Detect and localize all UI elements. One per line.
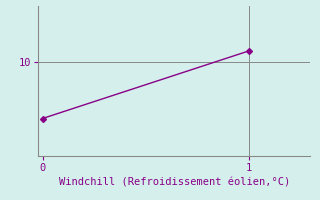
- X-axis label: Windchill (Refroidissement éolien,°C): Windchill (Refroidissement éolien,°C): [59, 177, 290, 187]
